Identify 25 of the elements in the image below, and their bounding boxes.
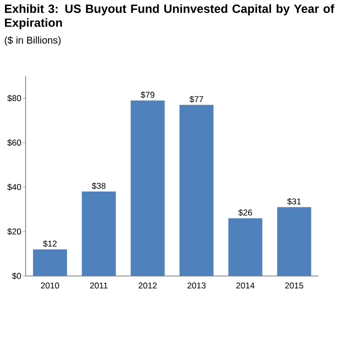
x-tick-label: 2014 (236, 282, 255, 289)
bar (180, 104, 214, 276)
data-label: $31 (287, 198, 301, 205)
chart-title: Exhibit 3: US Buyout Fund Uninvested Capital by Year of Expiration (4, 4, 334, 30)
y-tick-label: $60 (7, 139, 22, 146)
y-tick-label: $20 (7, 228, 22, 235)
x-tick-label: 2012 (138, 282, 157, 289)
chart-subtitle: ($ in Billions) (4, 36, 61, 46)
x-tick-label: 2013 (188, 282, 206, 289)
data-label: $38 (92, 182, 106, 190)
data-label: $12 (43, 240, 57, 248)
bar (82, 192, 116, 276)
y-tick-label: $0 (12, 272, 22, 280)
bar (228, 218, 262, 276)
x-tick-label: 2011 (90, 282, 108, 289)
data-label: $79 (140, 91, 154, 98)
x-tick-label: 2010 (41, 282, 60, 289)
data-label: $26 (238, 209, 252, 216)
y-tick-label: $40 (7, 184, 22, 191)
bar (33, 249, 67, 276)
y-tick-label: $80 (7, 94, 22, 102)
x-tick-label: 2015 (285, 282, 304, 289)
data-label: $77 (190, 96, 204, 103)
bar (277, 207, 312, 276)
bar (130, 100, 165, 276)
